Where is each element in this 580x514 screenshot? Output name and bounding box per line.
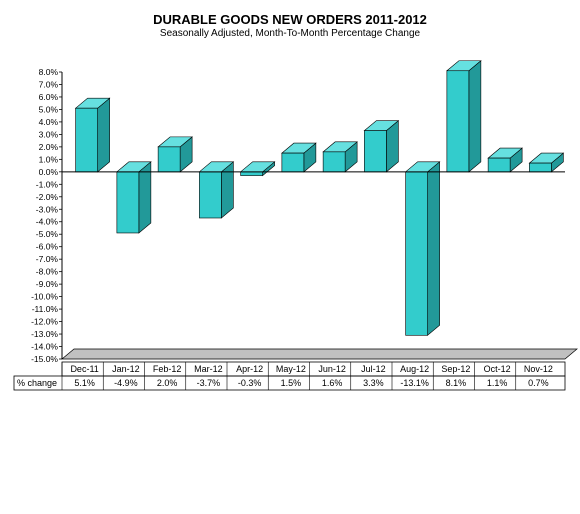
y-tick-label: 8.0%	[39, 67, 59, 77]
bar-may-12	[281, 142, 317, 173]
bar-front-face	[116, 171, 140, 234]
x-tick-label: Jun-12	[318, 364, 346, 374]
bar-feb-12	[157, 136, 193, 173]
data-label: 0.7%	[528, 378, 549, 388]
y-axis: 8.0% 7.0% 6.0% 5.0% 4.0% 3.0% 2.0% 1.0% 0.0% -1.0…	[31, 67, 63, 364]
chart-title: DURABLE GOODS NEW ORDERS 2011-2012	[153, 12, 427, 27]
bar-oct-12	[487, 147, 523, 173]
bar-jun-12	[322, 141, 358, 173]
bar-nov-12	[528, 152, 565, 173]
bar-sep-12	[446, 60, 482, 173]
bar-mar-12	[198, 161, 235, 219]
data-label: 2.0%	[157, 378, 178, 388]
bar-side-face	[468, 60, 482, 173]
table-row-label: % change	[17, 378, 57, 388]
floor-plane	[61, 348, 578, 360]
x-tick-label: Sep-12	[441, 364, 470, 374]
bar-side-face	[138, 161, 152, 234]
x-tick-label: Jul-12	[361, 364, 386, 374]
data-label: 3.3%	[363, 378, 384, 388]
y-tick-label: 2.0%	[39, 142, 59, 152]
data-label: 8.1%	[446, 378, 467, 388]
x-tick-label: Nov-12	[524, 364, 553, 374]
bar-front-face	[446, 70, 470, 173]
bar-front-face	[240, 171, 263, 176]
y-tick-label: -5.0%	[36, 229, 59, 239]
y-tick-label: 6.0%	[39, 92, 59, 102]
y-tick-label: -14.0%	[31, 342, 58, 352]
bar-dec-11	[74, 97, 111, 173]
x-tick-label: Dec-11	[70, 364, 98, 374]
y-tick-label: -7.0%	[36, 254, 59, 264]
y-tick-label: -11.0%	[32, 304, 59, 314]
chart-floor	[61, 348, 578, 360]
y-tick-label: -1.0%	[36, 179, 59, 189]
x-tick-label: May-12	[276, 364, 306, 374]
chart-subtitle: Seasonally Adjusted, Month-To-Month Perc…	[159, 28, 421, 39]
bar-front-face	[75, 107, 98, 173]
y-tick-label: -10.0%	[31, 292, 58, 302]
bar-front-face	[281, 152, 305, 173]
y-tick-label: 1.0%	[39, 154, 59, 164]
bar-front-face	[487, 157, 511, 173]
y-tick-label: 4.0%	[39, 117, 59, 127]
y-tick-label: -4.0%	[36, 217, 59, 227]
x-tick-label: Apr-12	[236, 364, 263, 374]
bar-side-face	[427, 161, 440, 336]
y-tick-label: -9.0%	[36, 279, 59, 289]
x-tick-label: Feb-12	[153, 364, 182, 374]
bar-front-face	[157, 146, 181, 173]
x-tick-label: Mar-12	[194, 364, 223, 374]
data-label: 1.5%	[281, 378, 302, 388]
x-tick-label: Jan-12	[112, 364, 140, 374]
y-tick-label: -12.0%	[31, 317, 58, 327]
data-label: -3.7%	[197, 378, 221, 388]
bar-jan-12	[116, 161, 152, 234]
y-tick-label: -6.0%	[36, 242, 59, 252]
y-tick-label: -8.0%	[36, 267, 59, 277]
y-tick-label: 0.0%	[39, 167, 59, 177]
y-tick-label: -13.0%	[31, 329, 58, 339]
y-tick-label: -15.0%	[31, 354, 58, 364]
x-tick-label: Oct-12	[484, 364, 511, 374]
y-tick-label: 5.0%	[39, 104, 59, 114]
y-tick-label: 7.0%	[39, 79, 59, 89]
y-tick-label: -2.0%	[36, 192, 59, 202]
bar-front-face	[322, 151, 346, 173]
data-label: 1.6%	[322, 378, 343, 388]
bar-jul-12	[363, 120, 400, 173]
bar-apr-12	[239, 161, 276, 177]
bar-front-face	[199, 171, 222, 219]
data-label: -4.9%	[114, 378, 138, 388]
bar-aug-12	[404, 161, 441, 336]
data-label: 1.1%	[487, 378, 508, 388]
bar-front-face	[364, 130, 387, 173]
x-tick-label: Aug-12	[400, 364, 429, 374]
data-label: 5.1%	[74, 378, 95, 388]
bar-front-face	[529, 162, 552, 173]
data-label: -0.3%	[238, 378, 262, 388]
bars	[74, 60, 565, 336]
table-value-row	[13, 375, 566, 391]
data-table: % change Dec-11 5.1% Jan-12 -4.9% Feb-12 2.0% M…	[13, 361, 566, 391]
y-tick-label: -3.0%	[36, 204, 59, 214]
data-label: -13.1%	[400, 378, 429, 388]
bar-side-face	[97, 97, 110, 173]
y-tick-label: 3.0%	[39, 129, 59, 139]
bar-front-face	[405, 171, 428, 336]
